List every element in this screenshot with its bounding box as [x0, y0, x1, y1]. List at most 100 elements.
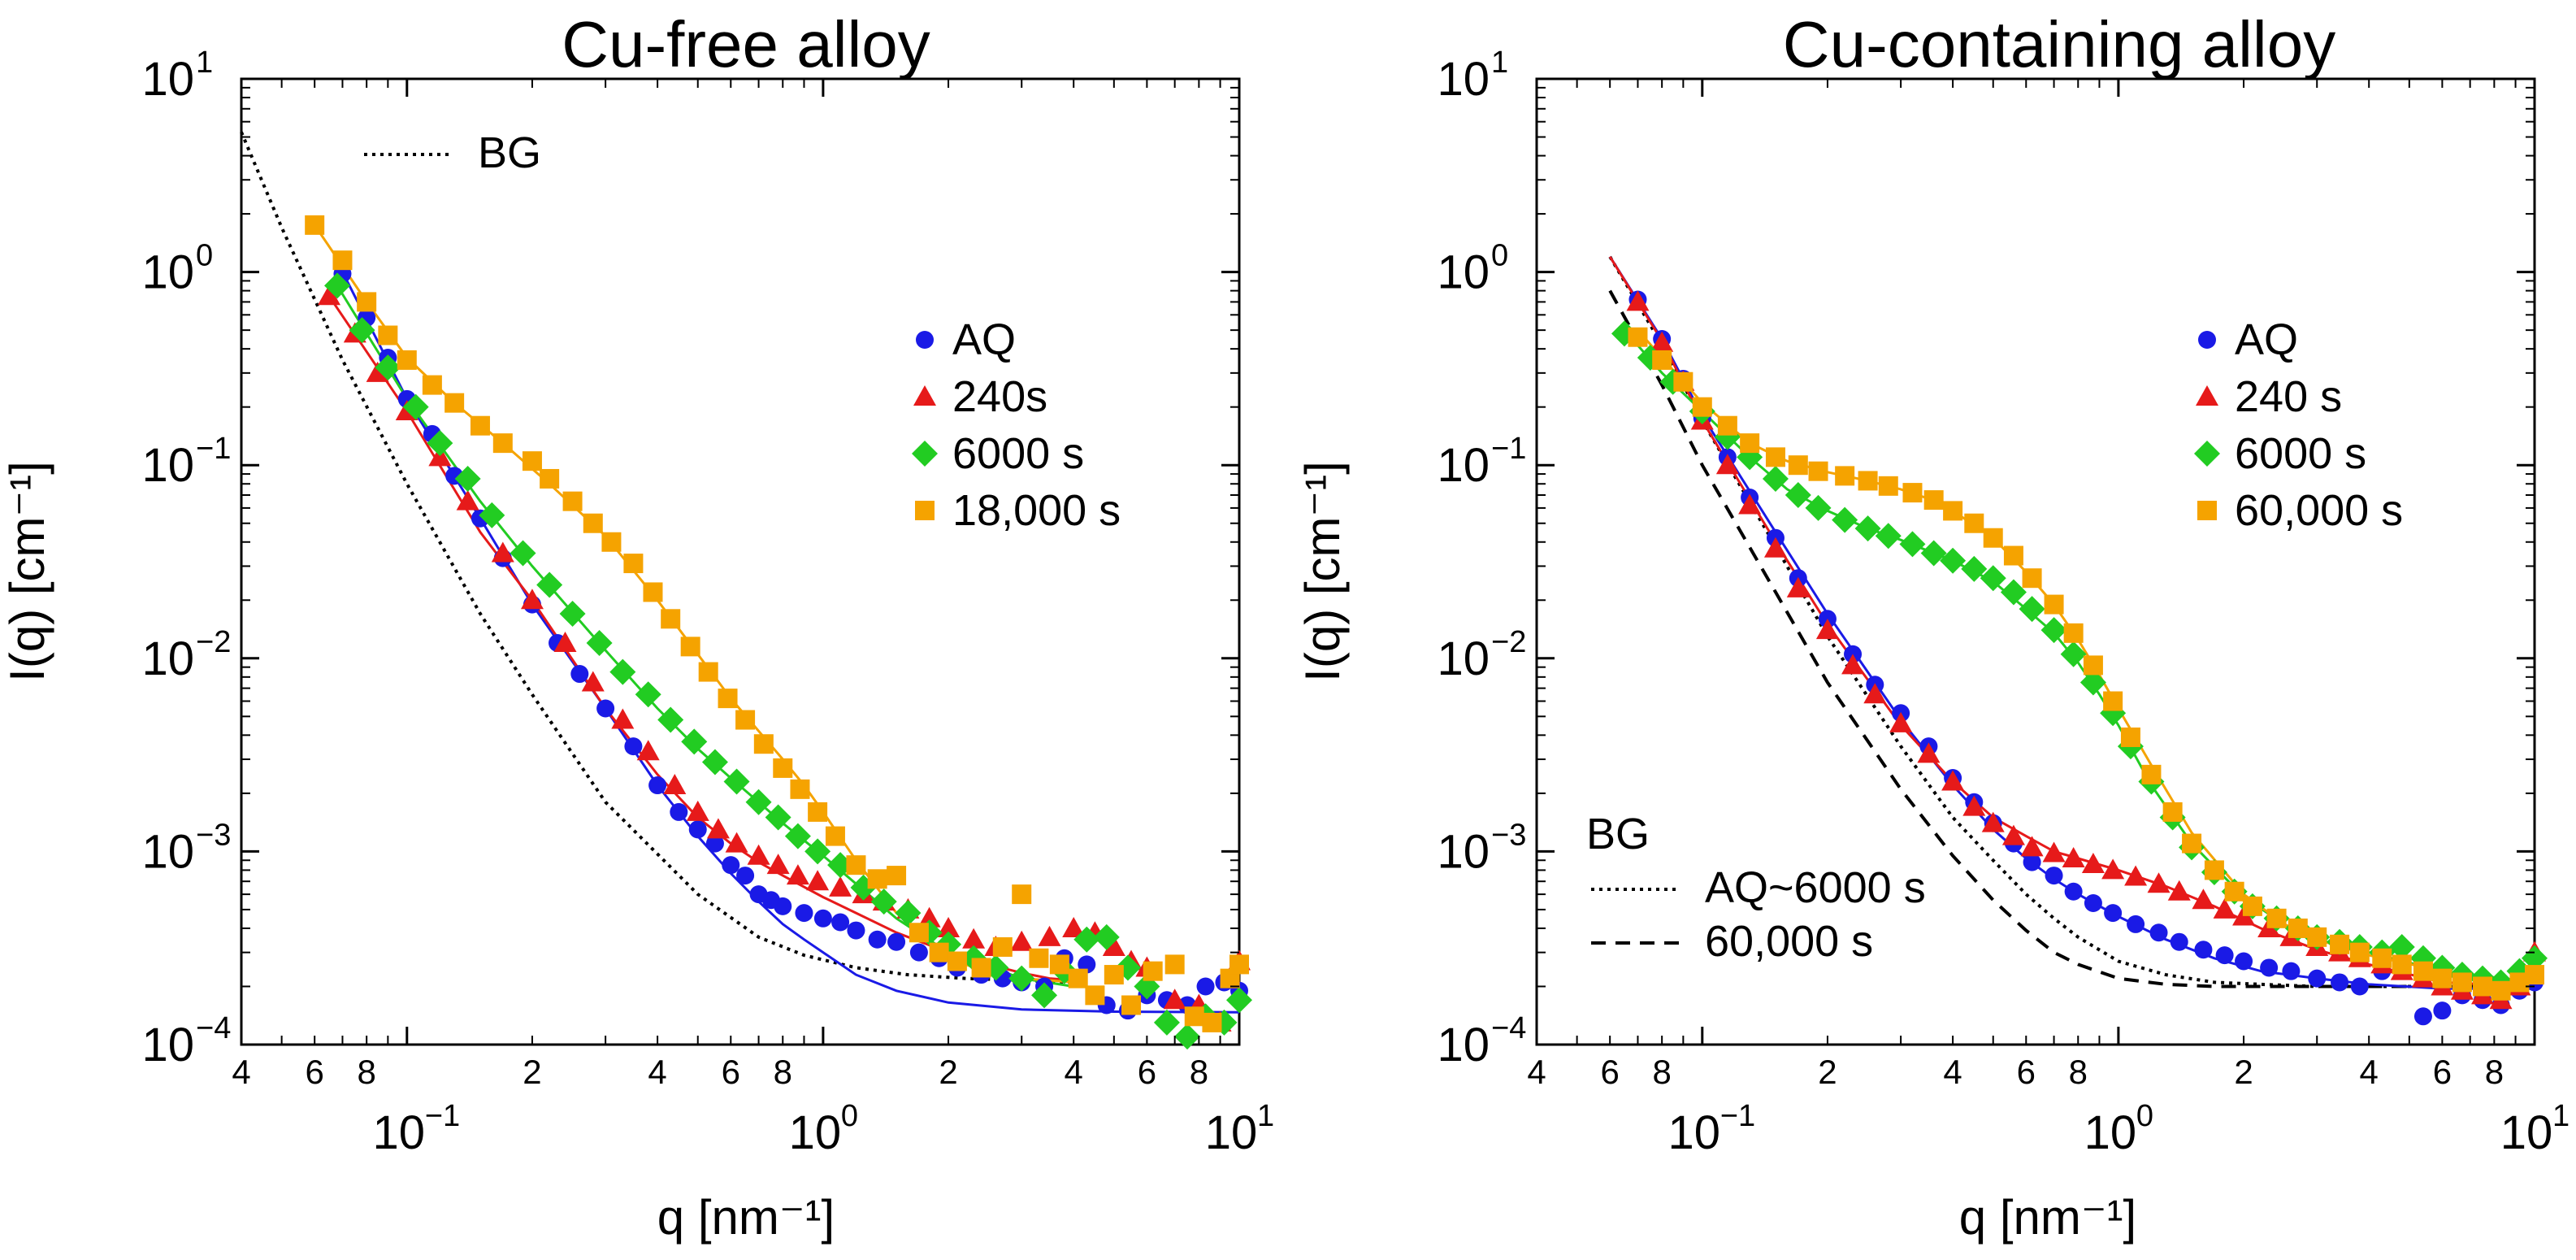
- x-minor-tick-label: 6: [2017, 1053, 2036, 1091]
- x-tick-label: 10: [2084, 1106, 2137, 1159]
- data-point: [522, 451, 542, 471]
- data-point: [887, 932, 906, 951]
- y-tick-exponent: 0: [1491, 239, 1508, 273]
- data-point: [745, 789, 772, 815]
- data-point: [2413, 1007, 2432, 1026]
- x-tick-exponent: 1: [1257, 1099, 1274, 1133]
- data-point: [1941, 770, 1965, 791]
- data-point: [586, 629, 613, 656]
- data-point: [492, 433, 513, 454]
- data-point: [698, 662, 718, 682]
- x-minor-tick-label: 8: [774, 1053, 792, 1091]
- legend-label: AQ: [2235, 315, 2298, 364]
- data-point: [540, 468, 560, 489]
- data-point: [1940, 547, 1967, 574]
- data-point: [562, 491, 583, 511]
- y-tick-label: 10: [1437, 246, 1490, 299]
- data-point: [2120, 727, 2140, 747]
- data-point: [753, 734, 774, 754]
- x-minor-tick-label: 6: [305, 1053, 323, 1091]
- data-point: [2045, 867, 2063, 885]
- data-point: [1889, 711, 1913, 732]
- data-point: [2350, 977, 2369, 996]
- data-point: [829, 875, 852, 897]
- data-point: [332, 250, 353, 271]
- x-tick-exponent: 0: [841, 1099, 858, 1133]
- data-point: [2349, 942, 2370, 962]
- x-tick-exponent: −1: [425, 1099, 460, 1133]
- x-minor-tick-label: 2: [523, 1053, 541, 1091]
- x-minor-tick-label: 4: [1065, 1053, 1083, 1091]
- data-point: [705, 834, 724, 853]
- data-point: [2062, 847, 2085, 868]
- data-point: [1121, 995, 1142, 1015]
- data-point: [2224, 881, 2244, 902]
- x-axis-ticks: 4 6 8 2 4 6 8 2 4 6 810 −1 10 0 10 1: [232, 79, 1274, 1159]
- legend-label: AQ: [952, 315, 1016, 364]
- data-point: [1923, 490, 1944, 511]
- data-point: [1673, 371, 1693, 392]
- data-point: [1029, 948, 1049, 968]
- data-point: [2194, 941, 2213, 959]
- y-tick-exponent: −2: [196, 625, 231, 659]
- data-point: [559, 601, 586, 628]
- data-point: [2413, 961, 2433, 981]
- data-point: [1765, 447, 1785, 467]
- data-point: [2388, 933, 2415, 960]
- y-axis-label: I(q) [cm⁻¹]: [0, 461, 54, 682]
- data-point: [609, 658, 636, 685]
- data-point: [2141, 764, 2162, 784]
- data-point: [1715, 454, 1739, 475]
- data-point: [2064, 882, 2083, 901]
- data-point: [1164, 954, 1185, 975]
- x-minor-tick-label: 2: [1818, 1053, 1837, 1091]
- data-point: [2147, 872, 2171, 893]
- data-point: [1785, 482, 1811, 509]
- data-point: [917, 906, 941, 928]
- x-tick-label: 10: [1668, 1106, 1721, 1159]
- data-point: [427, 430, 453, 457]
- x-minor-tick-label: 8: [2069, 1053, 2088, 1091]
- data-point: [1102, 935, 1125, 956]
- legend: AQ 240 s 6000 s 60,000 s BG AQ~6000 s 60,000 s: [1586, 315, 2403, 966]
- data-point: [623, 554, 644, 574]
- data-point: [2079, 669, 2106, 696]
- data-point: [2020, 836, 2044, 857]
- legend-marker: [2197, 501, 2217, 520]
- y-tick-label: 10: [141, 1019, 194, 1071]
- fit-line: [341, 271, 1240, 1014]
- data-point: [867, 869, 887, 889]
- data-point: [536, 571, 563, 598]
- x-minor-tick-label: 8: [1190, 1053, 1208, 1091]
- data-point: [366, 361, 389, 382]
- data-point: [2433, 1001, 2452, 1020]
- data-point: [1943, 501, 1963, 521]
- data-point: [553, 631, 577, 652]
- x-tick-exponent: 0: [2136, 1099, 2153, 1133]
- data-point: [1788, 455, 1808, 476]
- data-point: [1153, 1009, 1180, 1036]
- data-point: [1085, 985, 1105, 1006]
- x-axis-label: q [nm⁻¹]: [1959, 1190, 2136, 1245]
- data-point: [1104, 965, 1124, 985]
- data-point: [1163, 988, 1186, 1010]
- data-point: [1762, 465, 1789, 492]
- data-point: [2167, 880, 2191, 901]
- data-point: [479, 502, 505, 528]
- data-point: [1902, 483, 1923, 503]
- legend-label: 60,000 s: [1705, 917, 1873, 966]
- data-point: [2149, 923, 2168, 942]
- data-point: [2308, 969, 2327, 988]
- data-point: [947, 951, 967, 971]
- data-point: [570, 665, 589, 684]
- y-tick-label: 10: [1437, 632, 1490, 685]
- data-point: [663, 774, 687, 795]
- y-tick-exponent: 1: [196, 46, 213, 80]
- x-minor-tick-label: 2: [2234, 1053, 2253, 1091]
- data-point: [470, 415, 490, 436]
- x-minor-tick-label: 8: [1652, 1053, 1671, 1091]
- data-point: [681, 728, 708, 755]
- data-point: [2491, 980, 2511, 1001]
- data-point: [583, 513, 603, 533]
